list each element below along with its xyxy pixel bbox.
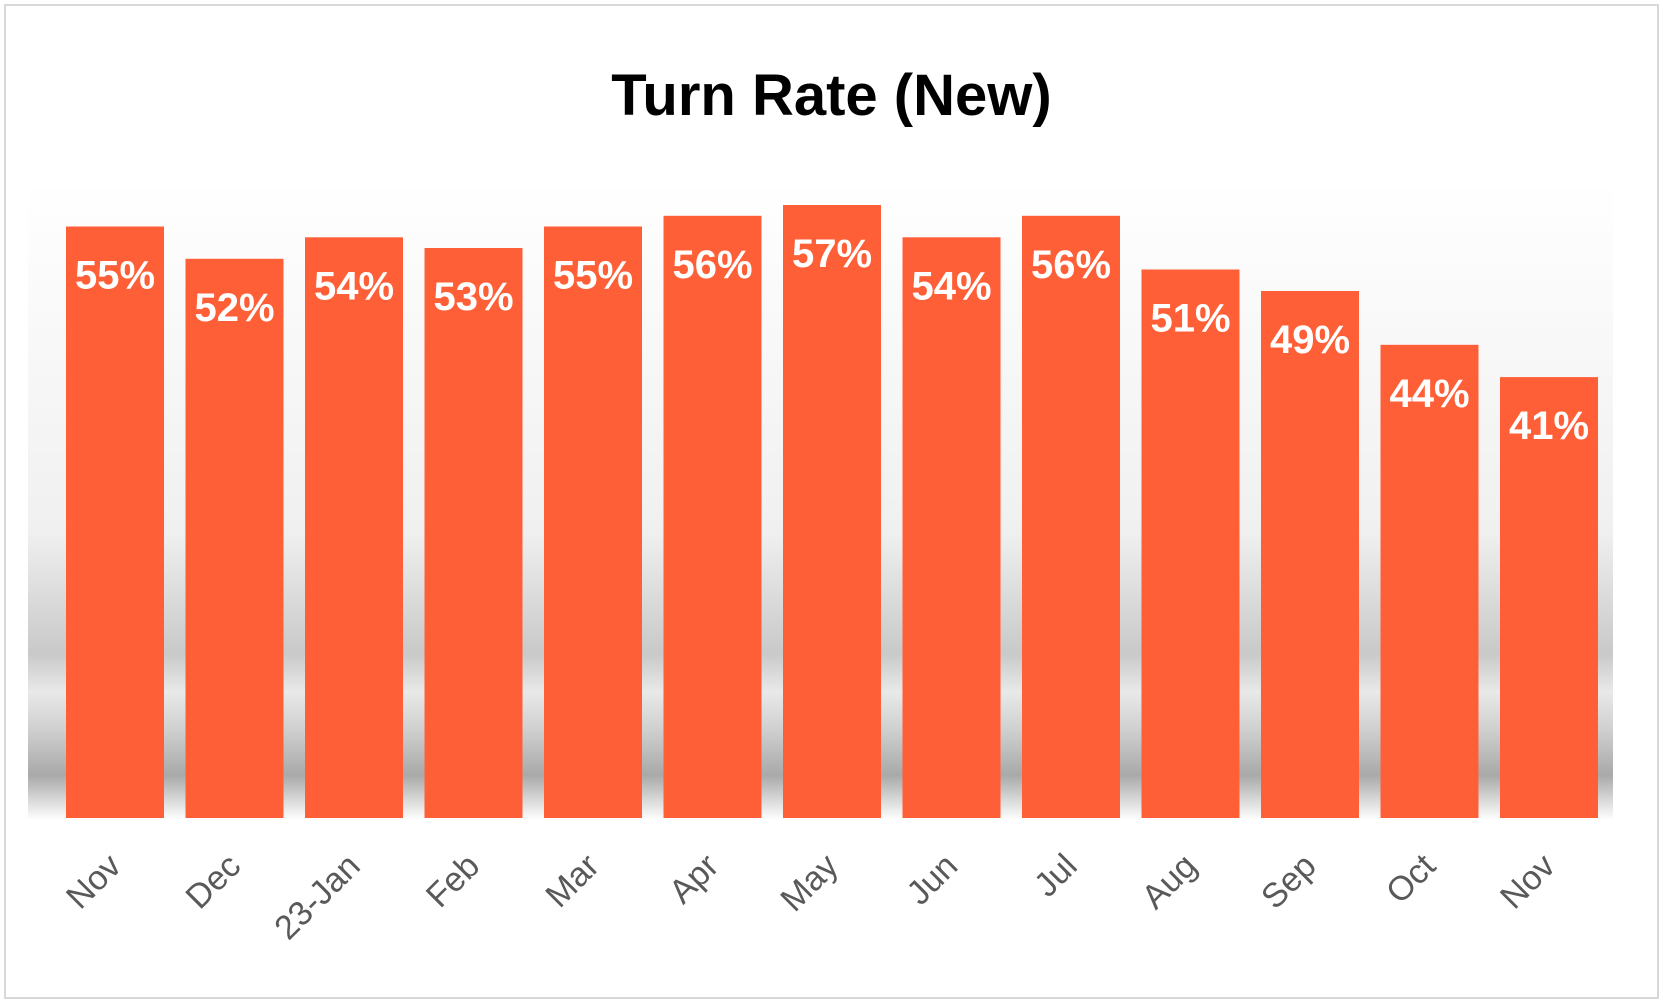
data-label-7: 54% bbox=[911, 264, 991, 308]
x-axis-tick-labels: Nov Dec 23-Jan Feb Mar Apr May Jun Jul Aug Sep Oct N… bbox=[59, 846, 1563, 947]
x-tick-label-0: Nov bbox=[59, 847, 129, 917]
data-label-1: 52% bbox=[194, 286, 274, 330]
x-tick-label-8: Jul bbox=[1027, 847, 1085, 905]
x-tick-label-4: Mar bbox=[538, 847, 606, 915]
x-tick-label-2: 23-Jan bbox=[267, 847, 367, 947]
bar-5 bbox=[663, 215, 762, 819]
data-label-4: 55% bbox=[553, 254, 633, 298]
bar-11 bbox=[1380, 344, 1479, 818]
x-tick-label-3: Feb bbox=[419, 847, 487, 915]
bar-0 bbox=[66, 226, 164, 818]
bar-10 bbox=[1261, 291, 1359, 818]
data-label-3: 53% bbox=[433, 275, 513, 319]
bar-6 bbox=[783, 205, 881, 818]
data-label-6: 57% bbox=[792, 232, 872, 276]
bar-7 bbox=[902, 237, 1001, 819]
bar-1 bbox=[185, 258, 284, 818]
data-labels-layer: 55% 52% 54% 53% 55% 56% 57% 54% 56% 51% 49% 44% 41% bbox=[75, 232, 1589, 448]
x-tick-label-10: Sep bbox=[1254, 847, 1324, 917]
x-tick-label-1: Dec bbox=[179, 847, 249, 917]
bar-12 bbox=[1500, 377, 1598, 818]
bar-9 bbox=[1141, 269, 1240, 818]
data-label-8: 56% bbox=[1031, 243, 1111, 287]
bar-2 bbox=[305, 237, 403, 819]
chart-title: Turn Rate (New) bbox=[611, 63, 1052, 128]
bars-layer bbox=[66, 205, 1598, 819]
x-tick-label-6: May bbox=[773, 847, 845, 919]
data-label-0: 55% bbox=[75, 254, 155, 298]
data-label-12: 41% bbox=[1509, 404, 1589, 448]
x-tick-label-9: Aug bbox=[1135, 847, 1205, 917]
x-tick-label-5: Apr bbox=[662, 847, 726, 911]
bar-3 bbox=[424, 248, 523, 818]
x-tick-label-7: Jun bbox=[900, 847, 966, 913]
data-label-10: 49% bbox=[1270, 318, 1350, 362]
x-tick-label-12: Nov bbox=[1493, 847, 1563, 917]
data-label-5: 56% bbox=[672, 243, 752, 287]
bar-4 bbox=[544, 226, 642, 818]
data-label-11: 44% bbox=[1389, 372, 1469, 416]
x-tick-label-11: Oct bbox=[1379, 846, 1444, 911]
data-label-9: 51% bbox=[1150, 297, 1230, 341]
data-label-2: 54% bbox=[314, 264, 394, 308]
bar-8 bbox=[1022, 215, 1120, 819]
